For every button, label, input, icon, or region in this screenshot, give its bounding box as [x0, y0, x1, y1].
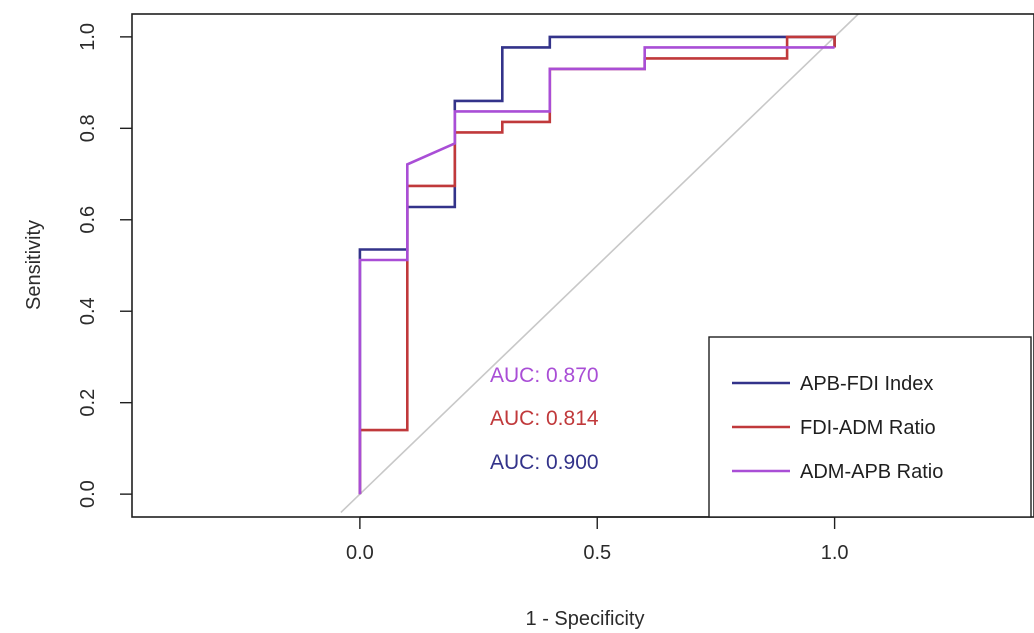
y-tick-label: 0.0: [77, 480, 99, 508]
auc-annotations: AUC: 0.870 AUC: 0.814 AUC: 0.900: [490, 364, 599, 474]
y-tick-label: 1.0: [77, 23, 99, 51]
y-axis-label: Sensitivity: [23, 220, 45, 310]
x-axis: 0.0 0.5 1.0: [346, 516, 849, 564]
x-tick-label: 1.0: [821, 542, 849, 564]
diagonal-layer: [340, 13, 859, 514]
series-line-apb-fdi-index: [358, 35, 836, 495]
series-line-adm-apb-ratio: [358, 46, 835, 495]
series-layer: [358, 35, 836, 495]
y-tick-label: 0.4: [77, 297, 99, 325]
y-tick-label: 0.8: [77, 114, 99, 142]
x-tick-label: 0.0: [346, 542, 374, 564]
auc-label-adm-apb: AUC: 0.870: [490, 364, 599, 387]
legend-entry-apb-fdi: APB-FDI Index: [800, 373, 933, 395]
y-tick-label: 0.6: [77, 206, 99, 234]
y-axis: 0.0 0.2 0.4 0.6 0.8 1.0: [77, 23, 132, 508]
auc-label-apb-fdi: AUC: 0.900: [490, 451, 599, 474]
y-tick-label: 0.2: [77, 389, 99, 417]
legend: APB-FDI Index FDI-ADM Ratio ADM-APB Rati…: [708, 336, 1032, 518]
legend-entry-fdi-adm: FDI-ADM Ratio: [800, 417, 936, 439]
x-tick-label: 0.5: [583, 542, 611, 564]
legend-entry-adm-apb: ADM-APB Ratio: [800, 461, 943, 483]
x-axis-label: 1 - Specificity: [526, 608, 645, 630]
diagonal-reference-line: [340, 13, 859, 514]
auc-label-fdi-adm: AUC: 0.814: [490, 407, 599, 430]
